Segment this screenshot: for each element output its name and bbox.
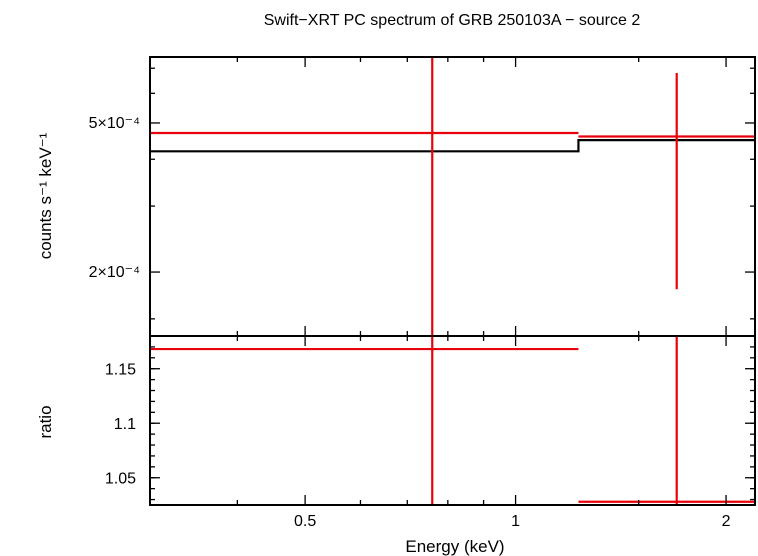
spectrum-frame [149, 56, 756, 337]
y-tick-label: 1.1 [114, 416, 136, 433]
y-tick-label: 2×10⁻⁴ [89, 264, 140, 281]
y-tick-label: 5×10⁻⁴ [89, 115, 140, 132]
xlabel: Energy (keV) [405, 537, 504, 556]
y-tick-label: 1.05 [105, 471, 136, 488]
x-tick-label: 0.5 [294, 513, 316, 530]
ratio-frame [149, 335, 756, 506]
chart-title: Swift−XRT PC spectrum of GRB 250103A − s… [264, 12, 641, 29]
ratio-panel: 1.15 1.1 1.05 0.5 1 2 [105, 335, 756, 530]
bottom-ylabel: ratio [36, 405, 55, 438]
x-tick-label: 2 [722, 513, 731, 530]
y-tick-label: 1.15 [105, 362, 136, 379]
x-tick-label: 1 [511, 513, 520, 530]
model-line [150, 139, 755, 153]
spectrum-panel: 5×10⁻⁴ 2×10⁻⁴ [89, 56, 756, 337]
top-ylabel: counts s⁻¹ keV⁻¹ [36, 132, 55, 259]
